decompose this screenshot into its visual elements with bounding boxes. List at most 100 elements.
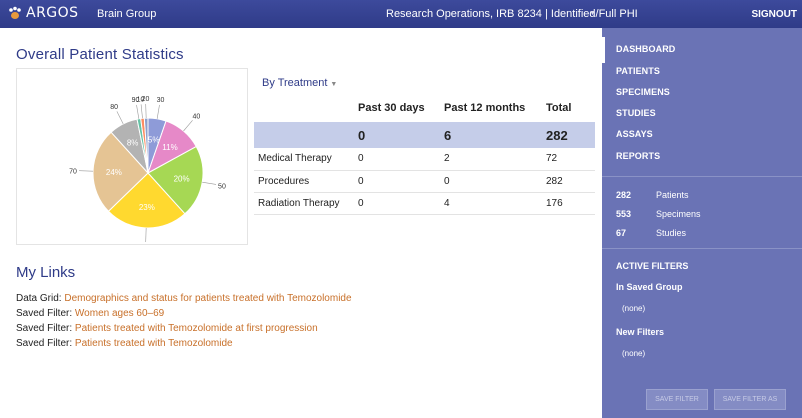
slice-leader-line: [156, 104, 160, 119]
slice-leader-line: [202, 181, 217, 185]
chevron-down-icon: ▼: [330, 81, 338, 88]
saved-group-title: In Saved Group: [616, 282, 683, 292]
column-header: [254, 94, 358, 122]
treatment-dropdown[interactable]: By Treatment ▼: [262, 77, 337, 89]
slice-percent-label: 11%: [162, 143, 177, 152]
nav-specimens[interactable]: SPECIMENS: [616, 87, 670, 97]
column-header[interactable]: Total: [546, 102, 572, 114]
new-filters-title: New Filters: [616, 327, 665, 337]
table-cell: 0: [444, 170, 546, 193]
app-logo[interactable]: ARGOS: [7, 5, 79, 21]
slice-leader-line: [116, 111, 124, 125]
list-item: Saved Filter: Women ages 60–69: [16, 306, 352, 321]
slice-outer-label: 50: [218, 183, 226, 190]
link-prefix: Saved Filter:: [16, 338, 73, 349]
paw-icon: [9, 6, 21, 19]
slice-percent-label: 20%: [174, 175, 190, 184]
slice-outer-label: 70: [69, 168, 77, 175]
table-cell: [254, 122, 358, 148]
count-label: Studies: [656, 228, 687, 238]
saved-group-value: (none): [622, 304, 646, 313]
count-number: 67: [616, 228, 627, 238]
table-cell: 282: [546, 122, 595, 148]
link-women-60-69[interactable]: Women ages 60–69: [74, 308, 165, 319]
table-cell: Medical Therapy: [254, 148, 358, 171]
divider: [602, 248, 802, 249]
table-cell: 2: [444, 148, 546, 171]
column-header[interactable]: Past 12 months: [444, 102, 526, 114]
table-cell: 0: [358, 192, 444, 215]
link-temozolomide-first-progression[interactable]: Patients treated with Temozolomide at fi…: [74, 323, 318, 334]
link-demographics-temozolomide[interactable]: Demographics and status for patients tre…: [64, 293, 352, 304]
my-links-title: My Links: [16, 264, 76, 281]
table-row[interactable]: Medical Therapy 0 2 72: [254, 148, 595, 171]
link-prefix: Data Grid:: [16, 293, 62, 304]
slice-percent-label: 8%: [127, 139, 139, 148]
slice-outer-label: 10: [137, 96, 145, 103]
slice-outer-label: 80: [110, 104, 118, 111]
list-item: Saved Filter: Patients treated with Temo…: [16, 321, 352, 336]
table-cell: Radiation Therapy: [254, 192, 358, 215]
slice-percent-label: 5%: [148, 135, 160, 144]
table-cell: Procedures: [254, 170, 358, 193]
link-temozolomide[interactable]: Patients treated with Temozolomide: [74, 338, 233, 349]
nav-studies[interactable]: STUDIES: [616, 108, 656, 118]
link-prefix: Saved Filter:: [16, 308, 73, 319]
table-cell: 4: [444, 192, 546, 215]
group-name[interactable]: Brain Group: [97, 8, 157, 20]
save-filter-button[interactable]: SAVE FILTER: [646, 389, 708, 410]
column-header[interactable]: Past 30 days: [358, 102, 425, 114]
table-cell: 0: [358, 122, 444, 148]
slice-leader-line: [140, 104, 143, 119]
summary-row: 0 6 282: [254, 122, 595, 148]
count-label: Specimens: [656, 209, 701, 219]
slice-percent-label: 23%: [139, 203, 155, 212]
table-header-row: Past 30 days Past 12 months Total: [254, 94, 595, 122]
nav-assays[interactable]: ASSAYS: [616, 129, 653, 139]
count-number: 282: [616, 190, 632, 200]
count-label: Patients: [656, 190, 689, 200]
chevron-down-icon[interactable]: ▼: [589, 10, 596, 17]
slice-outer-label: 40: [193, 114, 201, 121]
slice-leader-line: [136, 104, 140, 119]
count-number: 553: [616, 209, 632, 219]
top-bar: ARGOS Brain Group Research Operations, I…: [0, 0, 802, 28]
main-content: Overall Patient Statistics 5% 30 11% 40 20% 5…: [0, 28, 602, 418]
count-patients: 282 Patients: [616, 190, 689, 200]
table-row[interactable]: Procedures 0 0 282: [254, 170, 595, 193]
nav-patients[interactable]: PATIENTS: [616, 66, 660, 76]
nav-reports[interactable]: REPORTS: [616, 151, 661, 161]
slice-percent-label: 24%: [106, 168, 122, 177]
signout-link[interactable]: SIGNOUT: [751, 9, 797, 20]
save-filter-as-button[interactable]: SAVE FILTER AS: [714, 389, 786, 410]
treatment-dropdown-label: By Treatment: [262, 77, 328, 89]
table-cell: 6: [444, 122, 546, 148]
pie-slice[interactable]: [147, 145, 204, 215]
stats-table: Past 30 days Past 12 months Total 0 6 28…: [254, 94, 595, 215]
nav-dashboard[interactable]: DASHBOARD: [616, 44, 676, 54]
count-specimens: 553 Specimens: [616, 209, 701, 219]
table-cell: 72: [546, 148, 595, 171]
page-title: Overall Patient Statistics: [16, 46, 184, 63]
app-name: ARGOS: [26, 5, 79, 21]
pie-slice[interactable]: [92, 131, 149, 212]
slice-outer-label: 30: [157, 97, 165, 104]
my-links-list: Data Grid: Demographics and status for p…: [16, 291, 352, 351]
count-studies: 67 Studies: [616, 228, 686, 238]
table-cell: 0: [358, 170, 444, 193]
list-item: Data Grid: Demographics and status for p…: [16, 291, 352, 306]
list-item: Saved Filter: Patients treated with Temo…: [16, 336, 352, 351]
table-row[interactable]: Radiation Therapy 0 4 176: [254, 192, 595, 215]
active-indicator: [602, 37, 605, 63]
active-filters-title: ACTIVE FILTERS: [616, 261, 689, 271]
divider: [602, 176, 802, 177]
table-cell: 282: [546, 170, 595, 193]
project-selector[interactable]: Research Operations, IRB 8234 | Identifi…: [386, 8, 638, 20]
slice-outer-label: 20: [142, 96, 150, 103]
link-prefix: Saved Filter:: [16, 323, 73, 334]
new-filters-value: (none): [622, 349, 646, 358]
table-cell: 0: [358, 148, 444, 171]
slice-outer-label: 90: [132, 97, 140, 104]
